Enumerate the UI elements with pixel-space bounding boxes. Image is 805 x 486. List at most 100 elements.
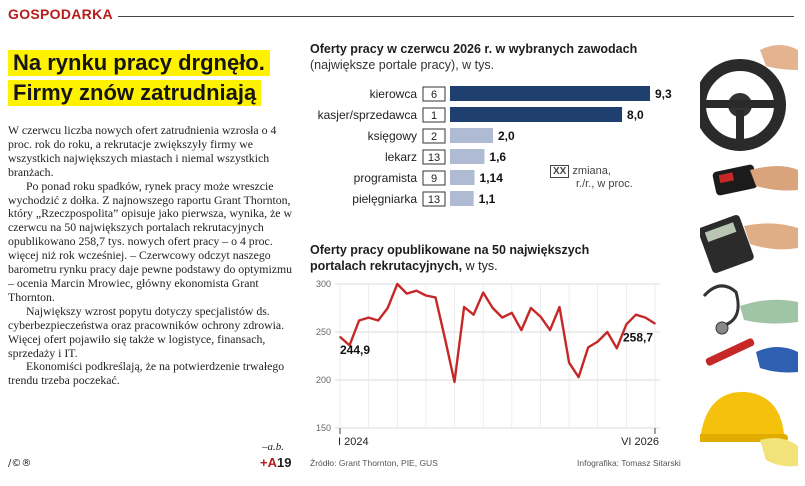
change-box xyxy=(422,170,446,186)
category-label: pielęgniarka xyxy=(352,192,417,206)
data-point xyxy=(530,307,532,309)
data-point xyxy=(348,344,351,347)
change-label: 13 xyxy=(428,194,440,206)
data-point xyxy=(635,313,637,316)
data-point xyxy=(434,296,437,299)
chart2-title-text: Oferty pracy opublikowane na 50 najwięks… xyxy=(310,243,590,273)
chart1-title: Oferty pracy w czerwcu 2026 r. w wybrany… xyxy=(310,42,638,56)
section-rule xyxy=(118,16,794,17)
value-label: 8,0 xyxy=(627,108,644,122)
data-point xyxy=(501,316,504,319)
hard-hat-icon xyxy=(700,391,798,467)
y-tick-label: 300 xyxy=(316,279,331,289)
category-label: lekarz xyxy=(385,150,417,164)
chart1-subtitle: (największe portale pracy), w tys. xyxy=(310,58,495,72)
category-label: księgowy xyxy=(368,129,417,143)
data-point xyxy=(568,361,570,364)
data-point xyxy=(616,347,618,350)
author-signature: –a.b. xyxy=(262,441,284,453)
page-reference-prefix: +A xyxy=(260,455,277,470)
data-point xyxy=(491,307,494,309)
data-point xyxy=(558,306,561,308)
data-point xyxy=(453,381,456,383)
data-point xyxy=(644,316,647,319)
data-point xyxy=(482,291,484,294)
legend-symbol: XX xyxy=(550,165,570,178)
data-point xyxy=(444,337,446,340)
line-chart: 150 200 250 300 244,9 258,7 I 2024 VI 2026 xyxy=(316,279,660,448)
data-point xyxy=(396,283,399,285)
data-point xyxy=(596,340,599,343)
photo-collage xyxy=(700,45,798,467)
data-point xyxy=(377,319,379,322)
chart2-title: Oferty pracy opublikowane na 50 najwięks… xyxy=(310,242,640,274)
copyright-mark: /©® xyxy=(8,458,32,469)
x-tick-label: VI 2026 xyxy=(621,436,659,448)
bar xyxy=(450,107,623,122)
value-label: 1,1 xyxy=(479,192,496,206)
change-label: 1 xyxy=(431,110,437,122)
data-point xyxy=(625,323,628,326)
value-label: 2,0 xyxy=(498,129,515,143)
category-label: kierowca xyxy=(370,87,418,101)
y-tick-label: 150 xyxy=(316,423,331,433)
change-box xyxy=(422,86,446,102)
data-point xyxy=(520,329,523,331)
article-paragraph: Największy wzrost popytu dotyczy specjal… xyxy=(8,303,285,360)
calculator-icon xyxy=(700,215,798,273)
stethoscope-icon xyxy=(702,284,798,335)
category-label: programista xyxy=(354,171,418,185)
change-box xyxy=(422,107,446,123)
first-value-label: 244,9 xyxy=(340,343,370,357)
chart2-unit: w tys. xyxy=(465,259,498,273)
data-point xyxy=(415,289,418,292)
change-label: 13 xyxy=(428,152,440,164)
article-paragraph: Ekonomiści podkreślają, że na potwierdze… xyxy=(8,359,285,388)
last-value-label: 258,7 xyxy=(623,331,653,345)
bar xyxy=(450,170,475,185)
data-point xyxy=(577,376,580,378)
data-point xyxy=(539,315,542,318)
page-reference[interactable]: +A19 xyxy=(260,455,291,470)
data-point xyxy=(511,312,513,314)
data-point xyxy=(425,294,427,297)
data-point xyxy=(587,346,589,349)
source-note: Źródło: Grant Thornton, PIE, GUS xyxy=(310,458,438,468)
steering-wheel-icon xyxy=(700,45,798,151)
payment-terminal-icon xyxy=(712,164,798,196)
change-label: 9 xyxy=(431,173,437,185)
data-point xyxy=(472,313,475,316)
legend-text-line2: r./r., w proc. xyxy=(576,178,633,190)
data-point xyxy=(654,322,656,325)
y-tick-label: 250 xyxy=(316,327,331,337)
article-paragraph: W czerwcu liczba nowych ofert zatrudnien… xyxy=(8,123,277,179)
wrench-icon xyxy=(705,338,798,373)
headline-line-2: Firmy znów zatrudniają xyxy=(8,80,262,106)
bar xyxy=(450,149,485,164)
y-tick-label: 200 xyxy=(316,375,331,385)
data-point xyxy=(358,319,360,322)
data-point xyxy=(386,307,389,309)
change-box xyxy=(422,128,446,144)
headline: Na rynku pracy drgnęło. Firmy znów zatru… xyxy=(8,50,298,110)
series-line xyxy=(339,282,656,384)
chart1-legend: XX zmiana, r./r., w proc. xyxy=(550,165,633,191)
article-body: W czerwcu liczba nowych ofert zatrudnien… xyxy=(8,123,296,388)
value-label: 9,3 xyxy=(655,87,672,101)
bar xyxy=(450,86,650,101)
category-label: kasjer/sprzedawca xyxy=(318,108,418,122)
data-point xyxy=(606,331,609,333)
change-box xyxy=(422,191,446,207)
value-label: 1,14 xyxy=(480,171,504,185)
credit-note: Infografika: Tomasz Sitarski xyxy=(577,458,681,468)
x-tick-label: I 2024 xyxy=(338,436,369,448)
change-label: 6 xyxy=(431,89,437,101)
article-paragraph: Po ponad roku spadków, rynek pracy może … xyxy=(8,178,293,304)
data-point xyxy=(339,336,341,338)
change-box xyxy=(422,149,446,165)
bar xyxy=(450,191,474,206)
data-point xyxy=(549,329,551,331)
change-label: 2 xyxy=(431,131,437,143)
data-point xyxy=(463,306,465,308)
bar-chart: kierowca 6 9,3 kasjer/sprzedawca 1 8,0 księgow… xyxy=(318,86,672,207)
